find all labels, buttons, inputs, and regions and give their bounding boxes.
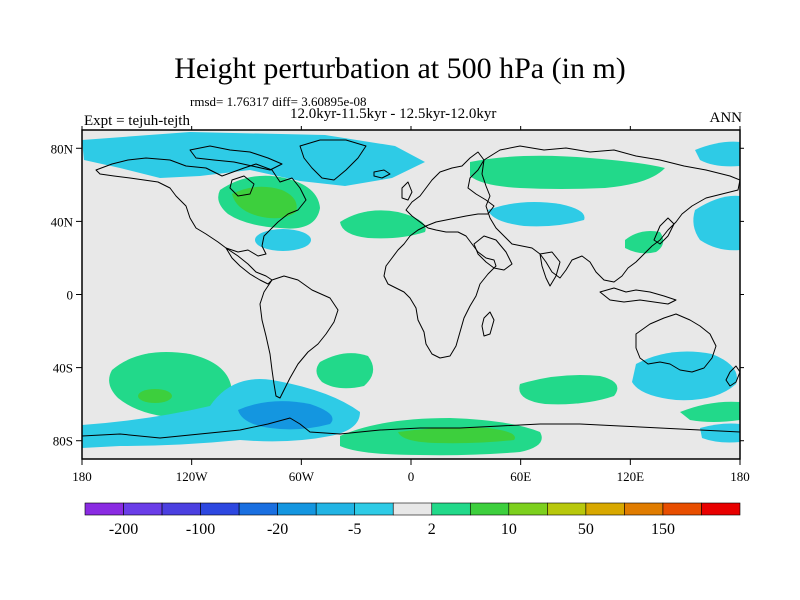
colorbar-swatch [392,502,433,516]
colorbar-label: -200 [109,521,138,538]
colorbar-swatch [161,502,201,516]
anomaly-s-pacific-positive [109,352,232,418]
colorbar-swatch [354,502,394,516]
y-tick-label: 80N [51,141,74,156]
colorbar-swatch [469,502,510,516]
coast-arabia [473,235,513,271]
x-tick-label: 120W [176,469,209,484]
anomaly-sw-pacific-positive [680,401,740,422]
y-tick-label: 80S [53,434,73,449]
colorbar-swatch [238,502,278,516]
season-label: ANN [709,110,743,126]
coast-canadian-archipelago [189,145,283,171]
x-tick-label: 120E [617,469,645,484]
colorbar-swatch [585,502,625,516]
x-tick-label: 60W [289,469,315,484]
period-text: 12.0kyr-11.5kyr - 12.5kyr-12.0kyr [290,106,497,122]
y-axis-ticks: 80N 40N 0 40S 80S [51,141,744,449]
y-tick-label: 40N [51,214,74,229]
colorbar-swatch [547,502,587,516]
coast-indonesia [599,287,677,305]
anomaly-arctic-negative [82,132,425,186]
anomaly-ne-pacific-negative [695,141,740,167]
anomaly-se-pacific-core [238,401,333,430]
coast-south-america [259,275,339,399]
coast-britain [401,181,413,201]
colorbar-swatch [200,502,240,516]
colorbar-label: 150 [651,521,675,538]
coastlines [82,139,740,439]
colorbar-label: 50 [578,521,594,538]
colorbar-label: -5 [348,521,361,538]
coast-japan [653,217,675,245]
coast-north-america [95,157,307,257]
experiment-label: Expt = tejuh-tejth [84,113,190,129]
coast-iceland [373,169,391,179]
x-tick-label: 0 [408,469,415,484]
anomaly-nw-pacific-negative [693,195,740,251]
coast-madagascar [481,311,495,337]
coast-asia [481,145,740,283]
anomaly-southern-ocean-positive [519,375,618,405]
colorbar-swatch [431,502,471,516]
anomaly-antarctic-core [398,427,515,444]
colorbar-label: 2 [428,521,436,538]
anomaly-australia-negative [632,351,737,401]
coast-greenland [299,139,367,181]
colorbar-swatch [701,502,741,516]
colorbar-swatch [315,502,356,516]
colorbar-swatch [508,502,548,516]
x-axis-ticks: 180 120W 60W 0 60E 120E 180 [72,126,750,484]
anomaly-s-pacific-core [138,389,172,403]
anomaly-fields [82,132,740,456]
anomaly-n-atlantic-positive [340,210,426,239]
coast-new-zealand [725,365,740,387]
colorbar-swatch [277,502,317,516]
coast-antarctica [82,417,740,439]
colorbar-label: -100 [186,521,215,538]
colorbar-label: -20 [267,521,288,538]
colorbar-label: 10 [501,521,517,538]
coast-central-america [225,247,273,285]
anomaly-w-atlantic-negative [255,229,311,251]
coast-hudson-bay [229,175,255,197]
anomaly-ross-negative [700,423,740,443]
colorbar: -200 -100 -20 -5 2 10 50 150 [84,502,741,538]
anomaly-se-pacific-negative [82,379,360,448]
colorbar-swatch [123,502,163,516]
plot-title: Height perturbation at 500 hPa (in m) [174,52,626,85]
anomaly-central-asia-negative [488,202,585,227]
x-tick-label: 60E [510,469,531,484]
map-panel [82,130,740,459]
x-tick-label: 180 [730,469,750,484]
anomaly-s-atlantic-positive [316,353,374,389]
colorbar-swatch [662,502,702,516]
y-tick-label: 0 [67,288,74,303]
x-tick-label: 180 [72,469,92,484]
coast-india [539,251,561,287]
stats-text: rmsd= 1.76317 diff= 3.60895e-08 [190,94,367,109]
coast-australia [635,313,717,373]
anomaly-japan-positive [625,231,664,254]
anomaly-eurasia-positive [470,155,665,189]
colorbar-swatch [624,502,664,516]
y-tick-label: 40S [53,361,73,376]
coast-europe-africa [383,151,497,359]
colorbar-swatch [84,502,124,516]
